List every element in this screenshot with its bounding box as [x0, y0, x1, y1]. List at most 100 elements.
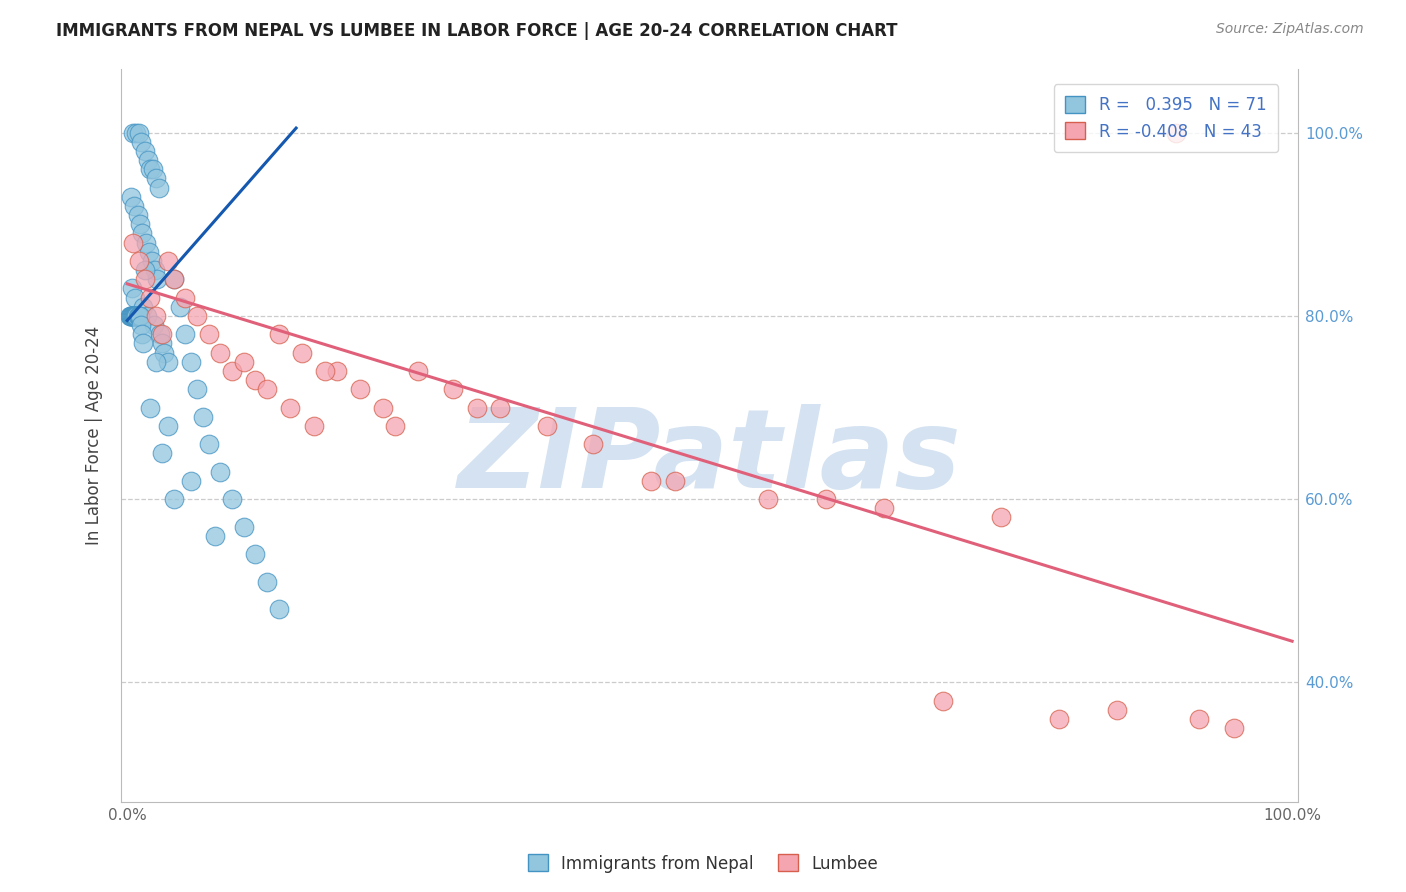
Point — [125, 309, 148, 323]
Point — [122, 126, 145, 140]
Point — [127, 208, 149, 222]
Y-axis label: In Labor Force | Age 20-24: In Labor Force | Age 20-24 — [86, 326, 103, 545]
Point — [120, 309, 142, 323]
Point — [143, 318, 166, 332]
Point — [122, 199, 145, 213]
Point — [129, 318, 152, 332]
Point — [209, 465, 232, 479]
Point — [122, 309, 145, 323]
Point — [245, 547, 267, 561]
Point — [373, 401, 395, 415]
Point — [441, 382, 464, 396]
Point — [139, 162, 162, 177]
Point — [124, 309, 146, 323]
Point — [141, 254, 163, 268]
Point — [145, 355, 167, 369]
Point — [121, 309, 143, 323]
Text: IMMIGRANTS FROM NEPAL VS LUMBEE IN LABOR FORCE | AGE 20-24 CORRELATION CHART: IMMIGRANTS FROM NEPAL VS LUMBEE IN LABOR… — [56, 22, 898, 40]
Point — [186, 382, 208, 396]
Point — [128, 254, 150, 268]
Point — [314, 364, 336, 378]
Point — [138, 244, 160, 259]
Point — [156, 254, 179, 268]
Point — [125, 309, 148, 323]
Point — [1047, 712, 1070, 726]
Point — [163, 492, 186, 507]
Point — [122, 309, 145, 323]
Point — [990, 510, 1012, 524]
Point — [931, 694, 953, 708]
Point — [148, 180, 170, 194]
Point — [145, 309, 167, 323]
Point — [142, 162, 165, 177]
Point — [326, 364, 349, 378]
Point — [174, 327, 197, 342]
Point — [139, 401, 162, 415]
Point — [465, 401, 488, 415]
Point — [129, 135, 152, 149]
Point — [129, 217, 152, 231]
Point — [221, 364, 243, 378]
Point — [122, 235, 145, 250]
Point — [302, 418, 325, 433]
Point — [245, 373, 267, 387]
Point — [120, 309, 142, 323]
Point — [121, 281, 143, 295]
Point — [191, 409, 214, 424]
Point — [131, 227, 153, 241]
Point — [136, 153, 159, 168]
Legend: Immigrants from Nepal, Lumbee: Immigrants from Nepal, Lumbee — [520, 847, 886, 880]
Point — [664, 474, 686, 488]
Point — [127, 309, 149, 323]
Point — [489, 401, 512, 415]
Point — [209, 345, 232, 359]
Point — [149, 327, 172, 342]
Point — [128, 126, 150, 140]
Point — [204, 529, 226, 543]
Point — [135, 235, 157, 250]
Point — [291, 345, 314, 359]
Point — [186, 309, 208, 323]
Point — [153, 345, 176, 359]
Point — [174, 291, 197, 305]
Point — [122, 309, 145, 323]
Point — [134, 263, 156, 277]
Point — [129, 309, 152, 323]
Point — [146, 272, 169, 286]
Point — [156, 355, 179, 369]
Point — [118, 309, 141, 323]
Point — [384, 418, 406, 433]
Point — [121, 309, 143, 323]
Point — [128, 309, 150, 323]
Point — [134, 144, 156, 158]
Point — [143, 263, 166, 277]
Point — [118, 309, 141, 323]
Point — [180, 474, 202, 488]
Point — [169, 300, 191, 314]
Point — [221, 492, 243, 507]
Point — [232, 519, 254, 533]
Point — [125, 126, 148, 140]
Point — [349, 382, 371, 396]
Point — [150, 336, 173, 351]
Point — [256, 382, 278, 396]
Point — [163, 272, 186, 286]
Point — [197, 327, 219, 342]
Text: Source: ZipAtlas.com: Source: ZipAtlas.com — [1216, 22, 1364, 37]
Point — [267, 327, 290, 342]
Point — [536, 418, 558, 433]
Point — [128, 309, 150, 323]
Point — [145, 171, 167, 186]
Legend: R =   0.395   N = 71, R = -0.408   N = 43: R = 0.395 N = 71, R = -0.408 N = 43 — [1053, 84, 1278, 153]
Point — [873, 501, 896, 516]
Text: ZIPatlas: ZIPatlas — [458, 403, 962, 510]
Point — [1223, 721, 1246, 735]
Point — [582, 437, 605, 451]
Point — [1164, 126, 1187, 140]
Point — [640, 474, 662, 488]
Point — [1107, 703, 1129, 717]
Point — [132, 336, 155, 351]
Point — [756, 492, 779, 507]
Point — [122, 309, 145, 323]
Point — [278, 401, 301, 415]
